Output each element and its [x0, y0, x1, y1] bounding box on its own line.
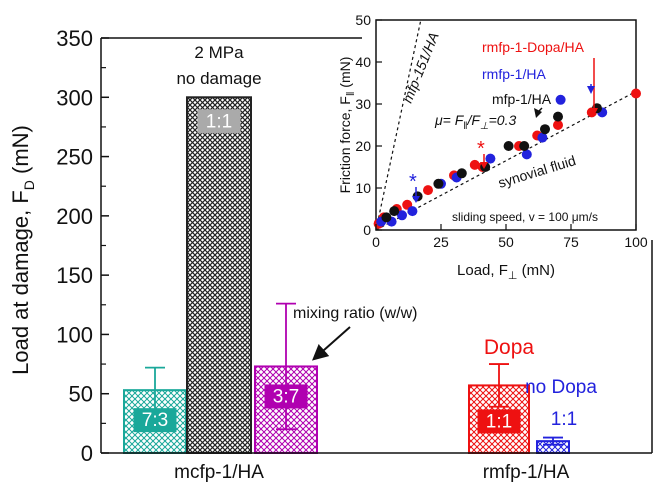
main-bars: 7:3 1:1 3:7 1:1: [123, 96, 570, 455]
inset-point-s2-10: [555, 94, 566, 105]
no-dopa-ratio: 1:1: [551, 409, 577, 430]
main-y-tick-label: 350: [56, 26, 93, 51]
no-damage-annotation: no damage: [176, 69, 261, 88]
asterisk-red-head: [480, 162, 488, 169]
inset-point-s2-8: [521, 149, 532, 160]
inset-y-tick-label: 30: [355, 96, 371, 112]
legend-rmfp1: rmfp-1/HA: [482, 66, 546, 82]
asterisk-blue-head: [412, 196, 420, 203]
asterisk-blue: *: [409, 171, 417, 193]
inset-point-s1-7: [469, 159, 480, 170]
inset-point-s3-5: [456, 168, 467, 179]
dopa-annotation: Dopa: [484, 336, 535, 359]
pointer-black-head: [534, 108, 542, 118]
inset-y-tick-label: 20: [355, 138, 371, 154]
bar-label-bg-2: [197, 109, 241, 134]
main-group-label-2: rmfp-1/HA: [483, 462, 570, 483]
main-y-tick-label: 200: [56, 204, 93, 229]
inset-point-s3-7: [503, 141, 514, 151]
inset-point-s3-2: [389, 206, 400, 217]
mixing-ratio-arrow: [312, 326, 351, 361]
inset-y-tick-label: 0: [363, 222, 371, 238]
bar-label-3: 3:7: [273, 386, 299, 407]
inset-y-tick-label: 50: [355, 12, 371, 28]
bar-label-bg-1: [133, 408, 177, 433]
main-group-label-1: mcfp-1/HA: [174, 462, 264, 483]
legend-mfp1: mfp-1/HA: [492, 91, 552, 107]
bar-label-bg-4: [477, 409, 521, 434]
inset-points: [373, 88, 641, 229]
main-y-tick-label: 0: [81, 441, 93, 466]
pointer-blue-head: [587, 86, 595, 94]
legend-rmfp1-dopa: rmfp-1-Dopa/HA: [482, 39, 585, 55]
inset-point-s2-9: [537, 132, 548, 143]
bar-label-4: 1:1: [486, 411, 512, 432]
inset-y-tick-label: 40: [355, 54, 371, 70]
main-y-tick-label: 50: [69, 382, 93, 407]
inset-reference-line-2: [375, 90, 637, 231]
inset-ticks: 0 25 50 75 100 0 10 20 30 40 50: [355, 12, 647, 250]
asterisk-red: *: [477, 138, 485, 160]
inset-x-tick-label: 0: [372, 234, 380, 250]
bar-label-1: 7:3: [142, 410, 168, 431]
inset-point-s3-4: [433, 178, 444, 189]
main-y-tick-label: 250: [56, 145, 93, 170]
inset-footnote: sliding speed, v = 100 μm/s: [452, 210, 598, 224]
main-y-tick-label: 100: [56, 322, 93, 347]
bar-label-2: 1:1: [206, 111, 232, 132]
pointer-red-long-head: [590, 108, 598, 116]
inset-point-s2-3: [397, 210, 407, 221]
inset-mu-label: μ= F‖/F⊥=0.3: [434, 112, 516, 132]
inset-x-tick-label: 25: [433, 234, 449, 250]
inset-point-s1-11: [553, 120, 563, 130]
inset-point-s3-10: [553, 111, 563, 122]
inset-point-s1-5: [423, 185, 433, 196]
no-dopa-annotation: no Dopa: [525, 377, 597, 398]
inset-pointers: * *: [409, 58, 598, 203]
inset-x-axis-label: Load, F⊥ (mN): [457, 262, 555, 282]
main-y-tick-label: 150: [56, 263, 93, 288]
inset-point-s2-7: [485, 153, 496, 164]
inset-point-s1-13: [631, 88, 641, 99]
inset-point-s3-8: [519, 141, 530, 151]
inset-y-tick-label: 10: [355, 180, 371, 196]
inset-reference-lines: [375, 19, 637, 231]
inset-point-s3-9: [540, 124, 550, 135]
main-y-axis-label: Load at damage, FD (mN): [8, 125, 37, 375]
inset-point-s3-1: [381, 212, 392, 223]
bar-label-bg-3: [264, 384, 308, 409]
inset-point-s2-4: [407, 206, 418, 217]
inset-x-tick-label: 75: [563, 234, 579, 250]
inset-x-tick-label: 100: [624, 234, 648, 250]
inset-x-tick-label: 50: [498, 234, 514, 250]
inset-y-axis-label: Friction force, F‖ (mN): [337, 57, 357, 194]
main-y-tick-label: 300: [56, 85, 93, 110]
bar-2: [186, 96, 252, 455]
pressure-annotation: 2 MPa: [194, 43, 244, 62]
mixing-ratio-annotation: mixing ratio (w/w): [293, 305, 417, 322]
